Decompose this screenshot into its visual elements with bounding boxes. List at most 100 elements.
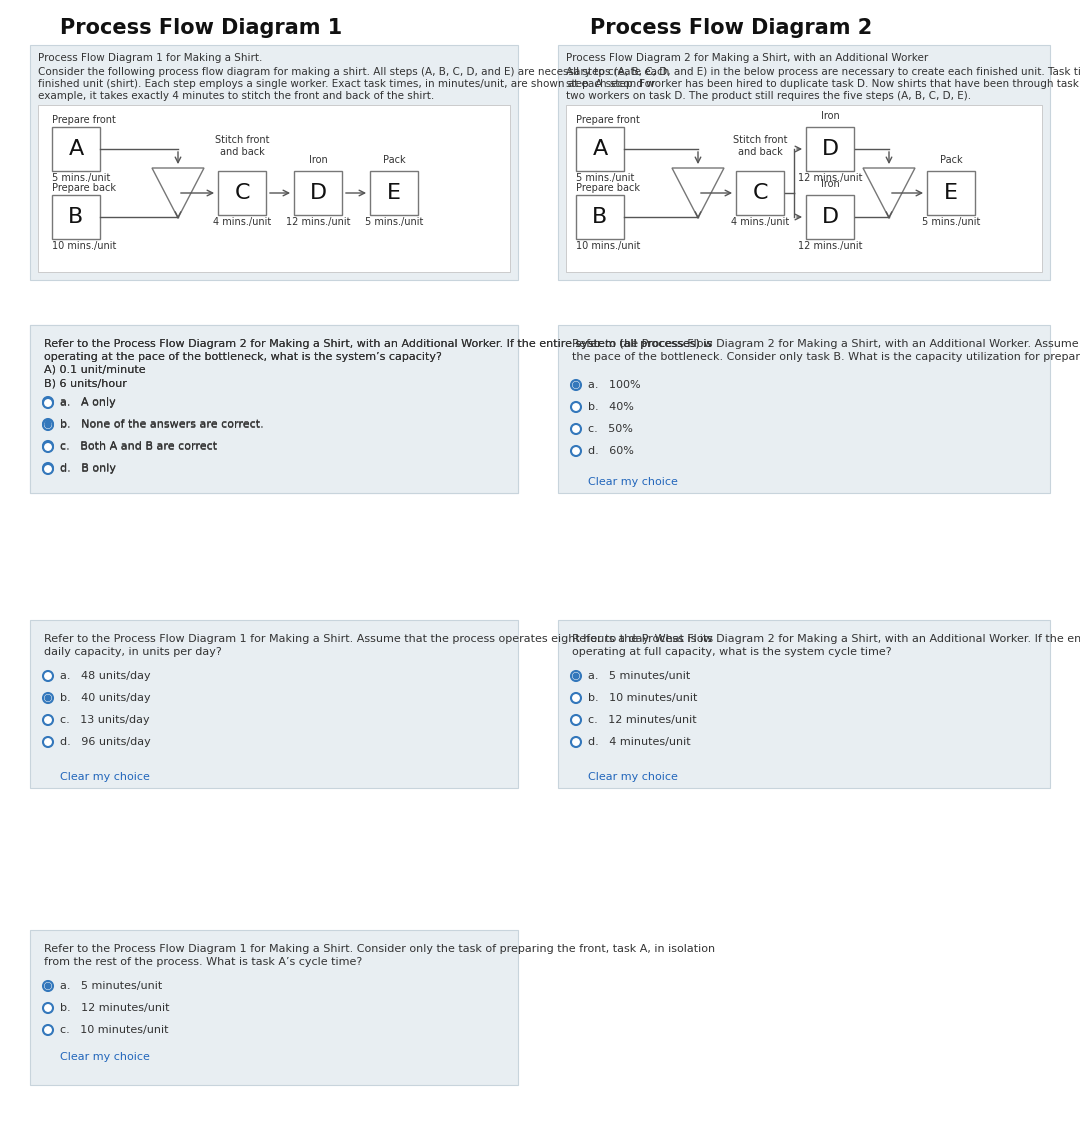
Text: 12 mins./unit: 12 mins./unit bbox=[286, 217, 350, 228]
Circle shape bbox=[571, 424, 581, 434]
Text: E: E bbox=[944, 183, 958, 203]
Text: Process Flow Diagram 1 for Making a Shirt.: Process Flow Diagram 1 for Making a Shir… bbox=[38, 53, 262, 63]
Text: Prepare front: Prepare front bbox=[52, 115, 116, 125]
Text: Prepare back: Prepare back bbox=[576, 183, 640, 192]
Bar bbox=[806, 127, 854, 171]
Text: Refer to the Process Flow Diagram 2 for Making a Shirt, with an Additional Worke: Refer to the Process Flow Diagram 2 for … bbox=[44, 338, 712, 349]
Bar bbox=[558, 45, 1050, 280]
Text: Prepare back: Prepare back bbox=[52, 183, 116, 192]
Text: b.   12 minutes/unit: b. 12 minutes/unit bbox=[60, 1003, 170, 1013]
Text: a.   48 units/day: a. 48 units/day bbox=[60, 671, 150, 681]
Text: Refer to the Process Flow Diagram 1 for Making a Shirt. Assume that the process : Refer to the Process Flow Diagram 1 for … bbox=[44, 634, 713, 644]
Text: A) 0.1 unit/minute: A) 0.1 unit/minute bbox=[44, 365, 146, 375]
Text: d.   B only: d. B only bbox=[60, 463, 116, 473]
Text: Process Flow Diagram 1: Process Flow Diagram 1 bbox=[60, 18, 342, 38]
Text: c.   13 units/day: c. 13 units/day bbox=[60, 715, 150, 724]
Circle shape bbox=[571, 380, 581, 391]
Text: c.   10 minutes/unit: c. 10 minutes/unit bbox=[60, 1024, 168, 1035]
Text: d.   B only: d. B only bbox=[60, 464, 116, 474]
Text: D: D bbox=[310, 183, 326, 203]
Bar bbox=[30, 325, 518, 494]
Circle shape bbox=[43, 981, 53, 990]
Text: 12 mins./unit: 12 mins./unit bbox=[798, 241, 862, 251]
Text: All steps (A, B, C, D, and E) in the below process are necessary to create each : All steps (A, B, C, D, and E) in the bel… bbox=[566, 67, 1080, 77]
Text: Stitch front
and back: Stitch front and back bbox=[215, 135, 269, 157]
Text: A: A bbox=[68, 139, 83, 158]
Text: Refer to the Process Flow Diagram 1 for Making a Shirt. Consider only the task o: Refer to the Process Flow Diagram 1 for … bbox=[44, 944, 715, 954]
Circle shape bbox=[43, 715, 53, 724]
Text: c.   Both A and B are correct: c. Both A and B are correct bbox=[60, 441, 217, 452]
Text: 12 mins./unit: 12 mins./unit bbox=[798, 173, 862, 183]
Circle shape bbox=[43, 737, 53, 747]
Bar bbox=[52, 127, 100, 171]
Circle shape bbox=[573, 383, 579, 388]
Circle shape bbox=[43, 693, 53, 703]
Text: Process Flow Diagram 2 for Making a Shirt, with an Additional Worker: Process Flow Diagram 2 for Making a Shir… bbox=[566, 53, 928, 63]
Bar bbox=[30, 620, 518, 788]
Circle shape bbox=[43, 463, 53, 473]
Text: C: C bbox=[234, 183, 249, 203]
Text: b.   None of the answers are correct.: b. None of the answers are correct. bbox=[60, 419, 264, 429]
Text: operating at full capacity, what is the system cycle time?: operating at full capacity, what is the … bbox=[572, 648, 892, 657]
Text: Prepare front: Prepare front bbox=[576, 115, 639, 125]
Text: 5 mins./unit: 5 mins./unit bbox=[576, 173, 634, 183]
Text: a.   5 minutes/unit: a. 5 minutes/unit bbox=[588, 671, 690, 681]
Text: B: B bbox=[592, 207, 608, 228]
Bar bbox=[735, 171, 784, 215]
Text: Process Flow Diagram 2: Process Flow Diagram 2 bbox=[590, 18, 873, 38]
Polygon shape bbox=[672, 168, 724, 218]
Text: a.   A only: a. A only bbox=[60, 398, 116, 408]
Circle shape bbox=[571, 402, 581, 412]
Bar bbox=[30, 325, 518, 494]
Text: d.   60%: d. 60% bbox=[588, 446, 634, 456]
Text: D: D bbox=[822, 139, 838, 158]
Text: A: A bbox=[592, 139, 608, 158]
Bar bbox=[806, 195, 854, 239]
Text: E: E bbox=[387, 183, 401, 203]
Circle shape bbox=[43, 1003, 53, 1013]
Text: c.   Both A and B are correct: c. Both A and B are correct bbox=[60, 441, 217, 451]
Circle shape bbox=[43, 441, 53, 451]
Bar bbox=[558, 620, 1050, 788]
Circle shape bbox=[43, 671, 53, 681]
Polygon shape bbox=[863, 168, 915, 218]
Text: 5 mins./unit: 5 mins./unit bbox=[365, 217, 423, 228]
Text: b.   40 units/day: b. 40 units/day bbox=[60, 693, 150, 703]
Circle shape bbox=[45, 984, 51, 988]
Text: B: B bbox=[68, 207, 83, 228]
Circle shape bbox=[573, 674, 579, 679]
Text: d.   4 minutes/unit: d. 4 minutes/unit bbox=[588, 737, 690, 747]
Text: Refer to the Process Flow Diagram 2 for Making a Shirt, with an Additional Worke: Refer to the Process Flow Diagram 2 for … bbox=[572, 634, 1080, 644]
Circle shape bbox=[43, 441, 53, 452]
Text: step. A second worker has been hired to duplicate task D. Now shirts that have b: step. A second worker has been hired to … bbox=[566, 79, 1080, 89]
Text: Refer to the Process Flow Diagram 2 for Making a Shirt, with an Additional Worke: Refer to the Process Flow Diagram 2 for … bbox=[44, 338, 712, 349]
Bar bbox=[927, 171, 975, 215]
Text: Clear my choice: Clear my choice bbox=[588, 772, 678, 782]
Bar bbox=[218, 171, 266, 215]
Text: b.   10 minutes/unit: b. 10 minutes/unit bbox=[588, 693, 698, 703]
Circle shape bbox=[45, 695, 51, 701]
Text: c.   12 minutes/unit: c. 12 minutes/unit bbox=[588, 715, 697, 724]
Text: Clear my choice: Clear my choice bbox=[588, 477, 678, 487]
Bar bbox=[370, 171, 418, 215]
Circle shape bbox=[43, 419, 53, 429]
Circle shape bbox=[45, 421, 51, 427]
Text: the pace of the bottleneck. Consider only task B. What is the capacity utilizati: the pace of the bottleneck. Consider onl… bbox=[572, 352, 1080, 362]
Bar bbox=[566, 105, 1042, 272]
Text: from the rest of the process. What is task A’s cycle time?: from the rest of the process. What is ta… bbox=[44, 957, 362, 967]
Text: D: D bbox=[822, 207, 838, 228]
Text: two workers on task D. The product still requires the five steps (A, B, C, D, E): two workers on task D. The product still… bbox=[566, 91, 971, 101]
Text: 10 mins./unit: 10 mins./unit bbox=[576, 241, 640, 251]
Text: example, it takes exactly 4 minutes to stitch the front and back of the shirt.: example, it takes exactly 4 minutes to s… bbox=[38, 91, 434, 101]
Text: Pack: Pack bbox=[382, 155, 405, 165]
Text: Consider the following process flow diagram for making a shirt. All steps (A, B,: Consider the following process flow diag… bbox=[38, 67, 670, 77]
Circle shape bbox=[43, 420, 53, 430]
Circle shape bbox=[571, 715, 581, 724]
Bar bbox=[558, 325, 1050, 494]
Text: Refer to the Process Flow Diagram 2 for Making a Shirt, with an Additional Worke: Refer to the Process Flow Diagram 2 for … bbox=[572, 338, 1080, 349]
Circle shape bbox=[43, 464, 53, 474]
Polygon shape bbox=[152, 168, 204, 218]
Text: Iron: Iron bbox=[821, 111, 839, 121]
Text: a.   5 minutes/unit: a. 5 minutes/unit bbox=[60, 981, 162, 990]
Circle shape bbox=[43, 1024, 53, 1035]
